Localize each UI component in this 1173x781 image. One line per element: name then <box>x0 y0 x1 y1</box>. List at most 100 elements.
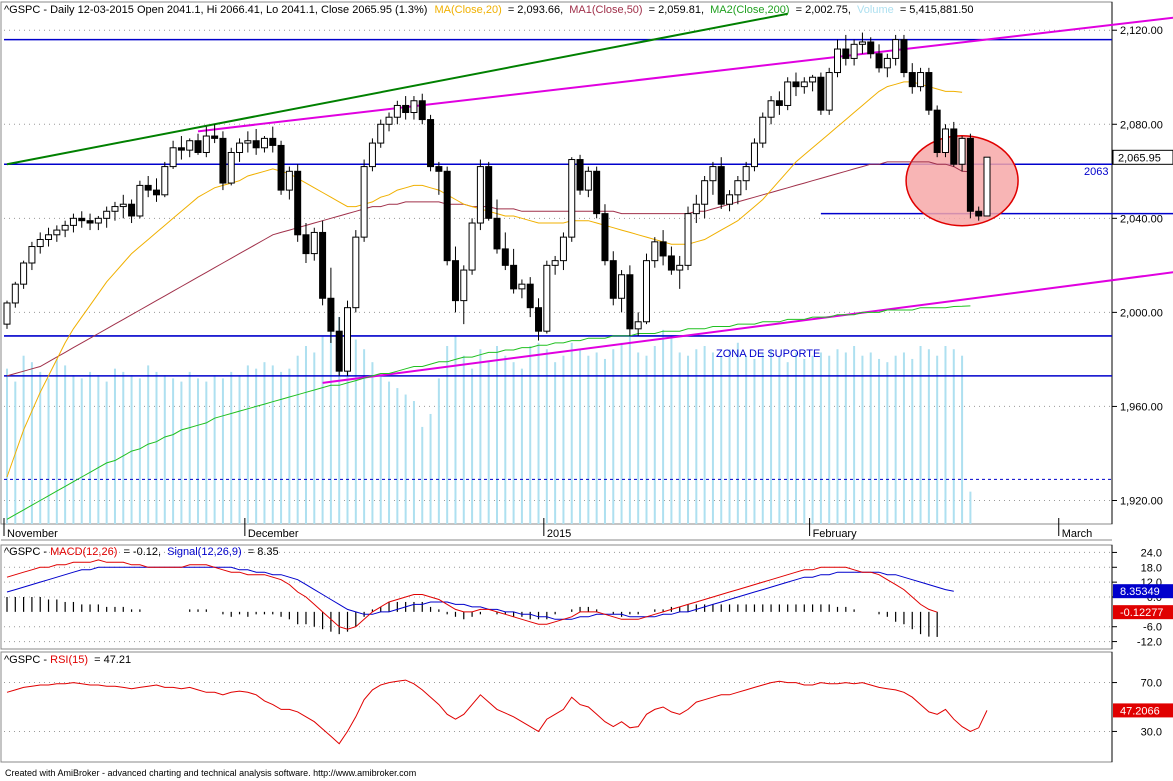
green-trendline <box>6 12 788 166</box>
volume-bar <box>346 329 349 524</box>
volume-bar <box>172 378 175 524</box>
candle-body <box>576 159 584 191</box>
candle-body <box>759 116 767 144</box>
volume-bar <box>22 355 25 524</box>
candle-body <box>20 262 28 285</box>
candle-body <box>294 170 302 236</box>
volume-bar <box>811 355 814 524</box>
rsi-tick-label: 70.0 <box>1141 678 1162 690</box>
volume-bar <box>587 355 590 524</box>
volume-bar <box>296 355 299 524</box>
panel-border <box>0 544 1113 650</box>
candle-body <box>177 147 185 151</box>
volume-bar <box>770 349 773 524</box>
macd-tick-label: 18.0 <box>1141 562 1162 574</box>
volume-bar <box>911 358 914 524</box>
volume-bar <box>529 345 532 524</box>
candle-body <box>186 140 194 151</box>
candle-body <box>800 81 808 88</box>
candle-body <box>352 236 360 309</box>
volume-bar <box>869 352 872 524</box>
volume-bar <box>429 413 432 524</box>
volume-bar <box>329 323 332 524</box>
volume-bar <box>836 349 839 524</box>
candle-body <box>667 255 675 271</box>
volume-bar <box>6 368 8 524</box>
candle-body <box>792 81 800 88</box>
candle-body <box>883 57 891 69</box>
candle-body <box>468 222 476 271</box>
volume-bar <box>263 362 266 524</box>
upper-channel-line <box>197 16 1173 133</box>
candle-body <box>194 140 202 153</box>
volume-bar <box>354 339 357 524</box>
candle-body <box>344 307 352 372</box>
candle-body <box>451 260 459 302</box>
volume-bar <box>554 362 557 524</box>
candle-body <box>277 144 285 191</box>
x-tick-label: 2015 <box>547 528 571 540</box>
candle-body <box>983 156 991 217</box>
macd-line <box>6 559 938 630</box>
candle-body <box>11 283 19 304</box>
rsi-tick-label: 30.0 <box>1141 726 1162 738</box>
candle-body <box>152 189 160 196</box>
candle-body <box>335 330 343 372</box>
volume-bar <box>246 365 249 524</box>
candle-body <box>892 39 900 59</box>
volume-bar <box>238 375 241 524</box>
candle-body <box>169 147 177 168</box>
volume-bar <box>736 342 739 524</box>
volume-bar <box>545 349 548 524</box>
volume-bar <box>919 345 922 524</box>
panel-border <box>0 651 1113 763</box>
candle-body <box>925 72 933 111</box>
candle-body <box>609 260 617 299</box>
candle-body <box>119 203 127 208</box>
volume-bar <box>89 371 92 524</box>
volume-bar <box>479 349 482 524</box>
candle-body <box>518 283 526 290</box>
candle-body <box>161 166 169 196</box>
volume-bar <box>961 355 964 524</box>
candle-body <box>535 307 543 332</box>
volume-bar <box>570 342 573 524</box>
candle-body <box>850 43 858 59</box>
volume-bar <box>271 365 274 524</box>
volume-bar <box>695 349 698 524</box>
volume-bar <box>72 375 75 524</box>
candle-body <box>750 142 758 168</box>
signal-line <box>6 566 954 620</box>
volume-bar <box>927 349 930 524</box>
volume-bar <box>155 371 158 524</box>
candle-body <box>501 248 509 266</box>
candle-body <box>136 184 144 217</box>
volume-bar <box>313 352 316 524</box>
support-zone-label: ZONA DE SUPORTE <box>716 348 820 360</box>
volume-bar <box>147 365 150 524</box>
volume-bar <box>653 345 656 524</box>
candle-body <box>61 224 69 231</box>
volume-bar <box>338 316 341 524</box>
volume-bar <box>30 362 33 524</box>
candle-body <box>69 217 77 226</box>
volume-bar <box>304 345 307 524</box>
candle-body <box>809 76 817 83</box>
volume-bar <box>853 345 856 524</box>
candle-body <box>825 72 833 111</box>
candle-body <box>676 264 684 271</box>
candle-body <box>28 246 36 264</box>
volume-bar <box>645 355 648 524</box>
volume-bar <box>969 491 972 524</box>
candle-body <box>651 241 659 262</box>
volume-bar <box>388 381 391 524</box>
volume-bar <box>761 352 764 524</box>
volume-bar <box>288 368 291 524</box>
x-tick-label: November <box>7 528 58 540</box>
candle-body <box>642 260 650 323</box>
candle-body <box>568 159 576 238</box>
candle-body <box>858 41 866 45</box>
candle-body <box>767 100 775 118</box>
candle-body <box>510 264 518 290</box>
candle-body <box>726 194 734 205</box>
